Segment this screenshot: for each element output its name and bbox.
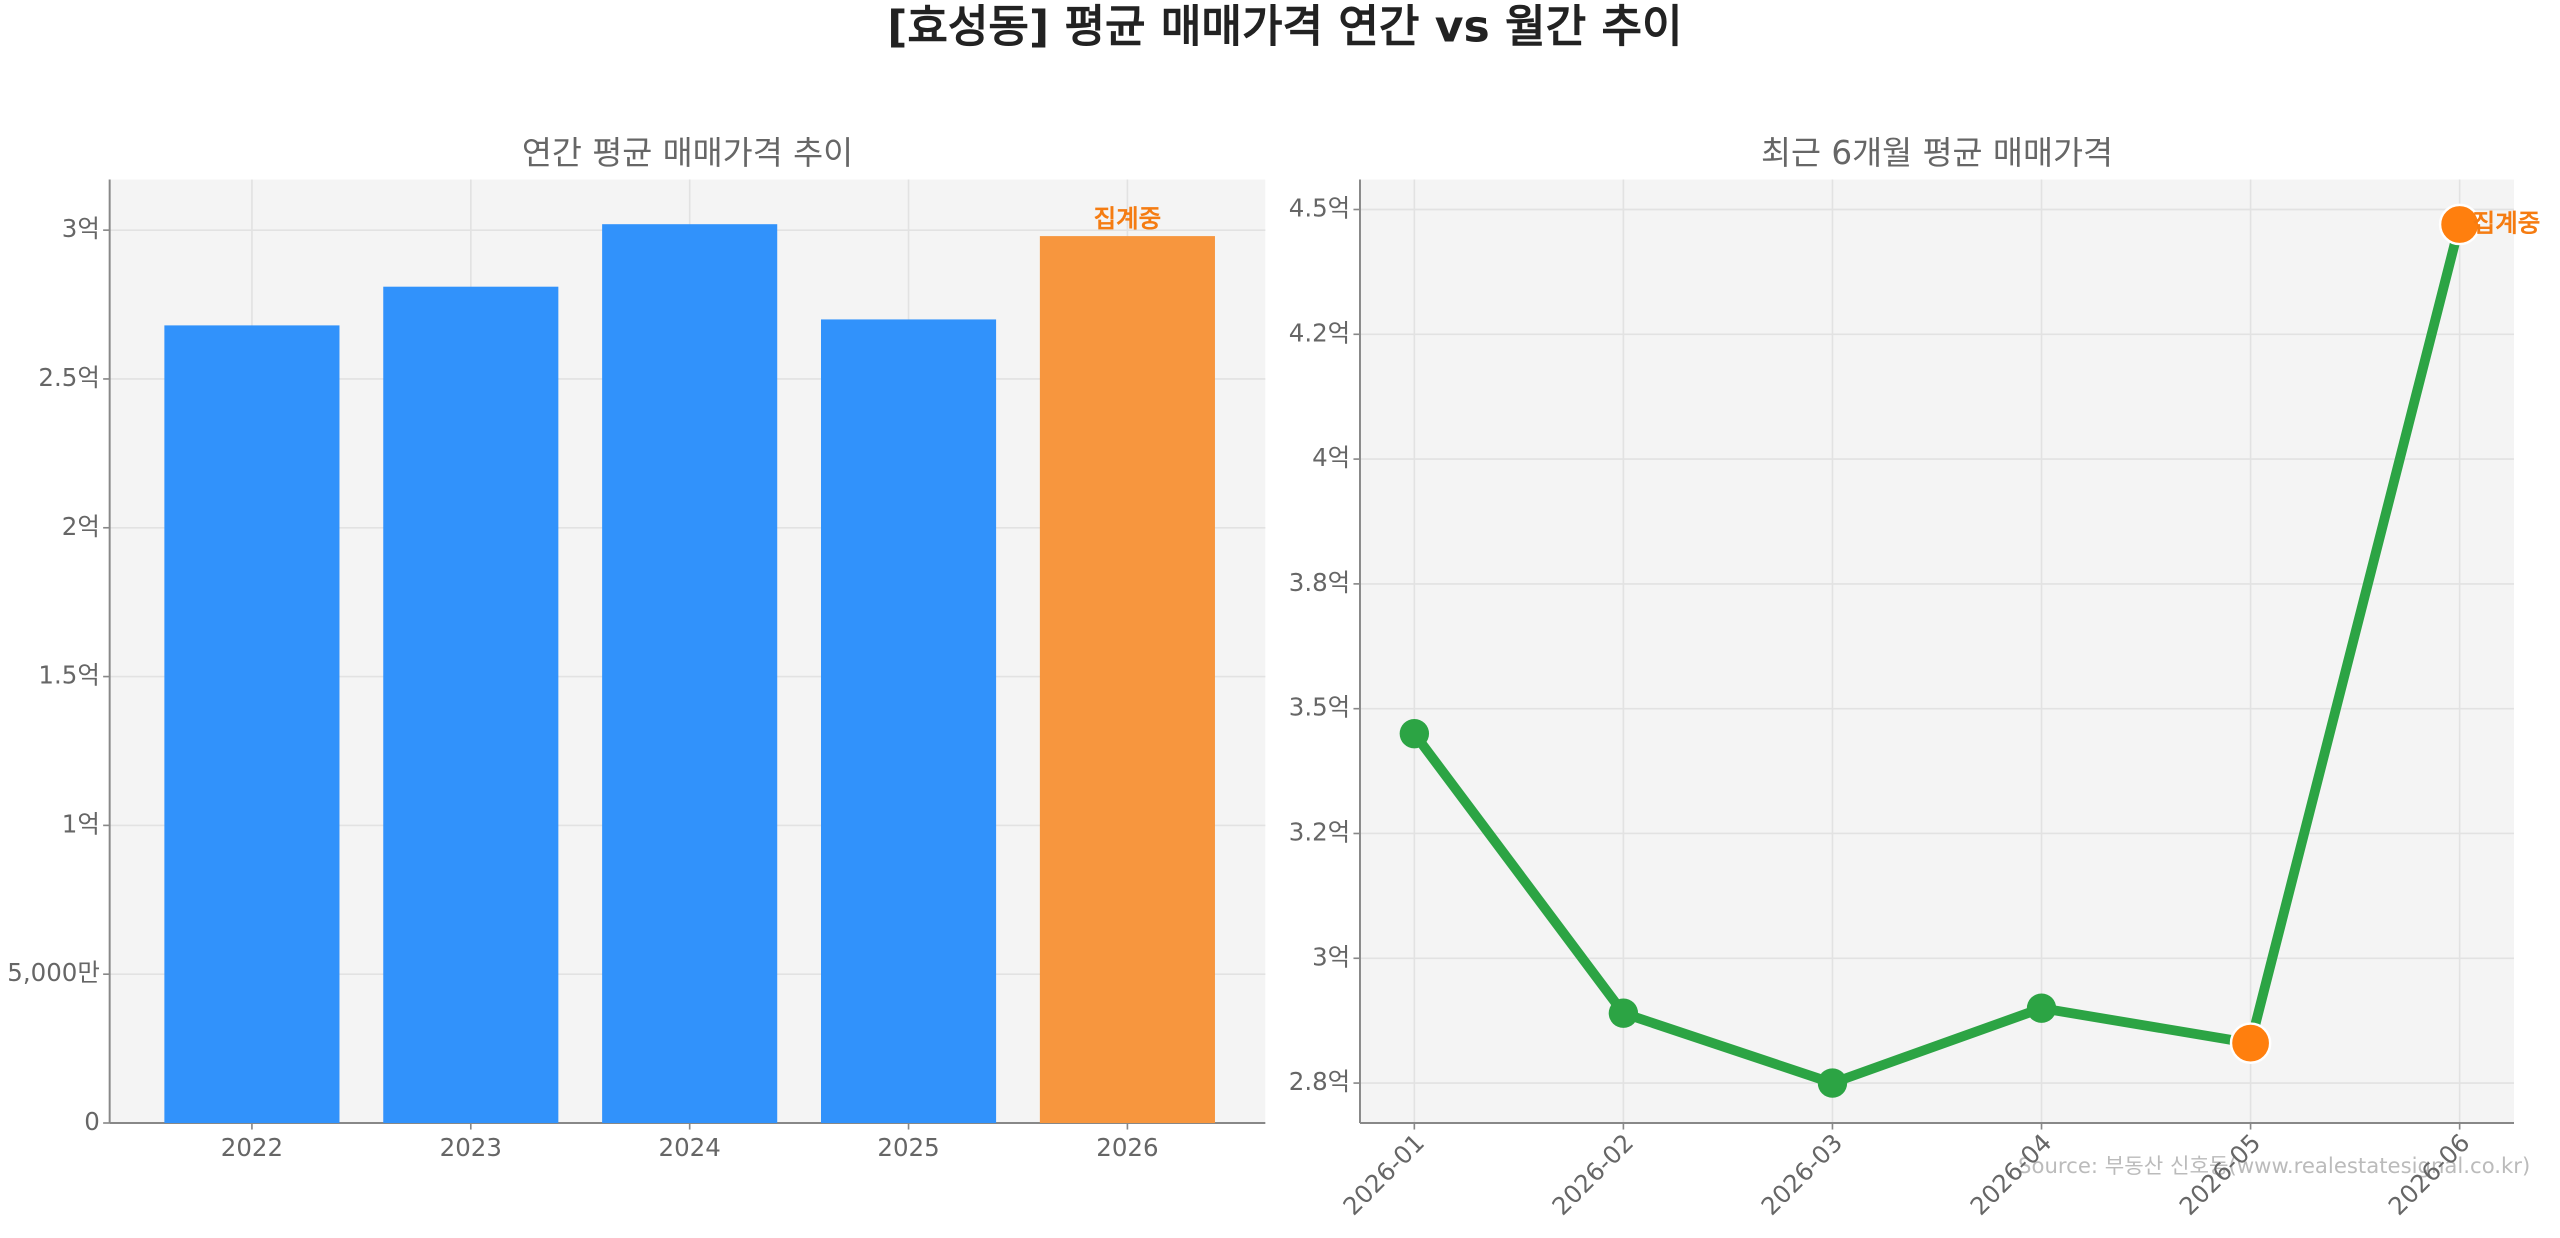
bar [1039,236,1215,1124]
y-tick-label: 3억 [62,214,100,243]
marker [1608,998,1639,1028]
y-tick-label: 0 [84,1107,100,1136]
bar [602,224,778,1124]
x-tick-label: 2026-02 [1546,1128,1639,1221]
marker [1817,1068,1848,1098]
subplot-title: 최근 6개월 평균 매매가격 [1761,134,2113,172]
x-tick-label: 2025 [877,1133,939,1162]
x-tick-label: 2023 [440,1133,502,1162]
x-tick-label: 2026-01 [1337,1128,1430,1221]
x-tick-label: 2026-03 [1755,1128,1848,1221]
x-tick-label: 2026 [1096,1133,1158,1162]
source-note: Source: 부동산 신호등(www.realestatesignal.co.… [2018,1154,2530,1179]
line [1410,223,2465,1088]
y-tick-label: 1.5억 [38,661,99,690]
y-tick-label: 4.5억 [1289,194,1350,223]
y-tick-label: 3억 [1312,942,1350,971]
marker [1399,718,1430,749]
y-tick-label: 2.5억 [38,363,99,392]
marker [2229,1022,2272,1064]
y-tick-label: 2억 [62,512,100,541]
annotation: 집계중 [1094,204,1162,233]
y-tick-label: 1억 [62,809,100,838]
x-tick-label: 2024 [659,1133,721,1162]
bar [164,325,340,1124]
y-tick-label: 3.2억 [1289,817,1350,846]
bar [820,319,997,1124]
y-tick-label: 3.5억 [1289,693,1350,722]
annotation: 집계중 [2473,208,2541,237]
y-tick-label: 4.2억 [1289,318,1350,347]
y-tick-label: 4억 [1312,443,1350,472]
y-tick-label: 2.8억 [1289,1067,1350,1096]
marker [2438,203,2481,246]
subplot-title: 연간 평균 매매가격 추이 [522,134,853,172]
figure-title: [효성동] 평균 매매가격 연간 vs 월간 추이 [887,1,1682,52]
bar [383,286,559,1124]
y-tick-label: 3.8억 [1289,568,1350,597]
marker [2026,993,2057,1023]
y-tick-label: 5,000만 [7,958,100,987]
x-tick-label: 2022 [221,1133,283,1162]
plot-background [1359,179,2514,1124]
